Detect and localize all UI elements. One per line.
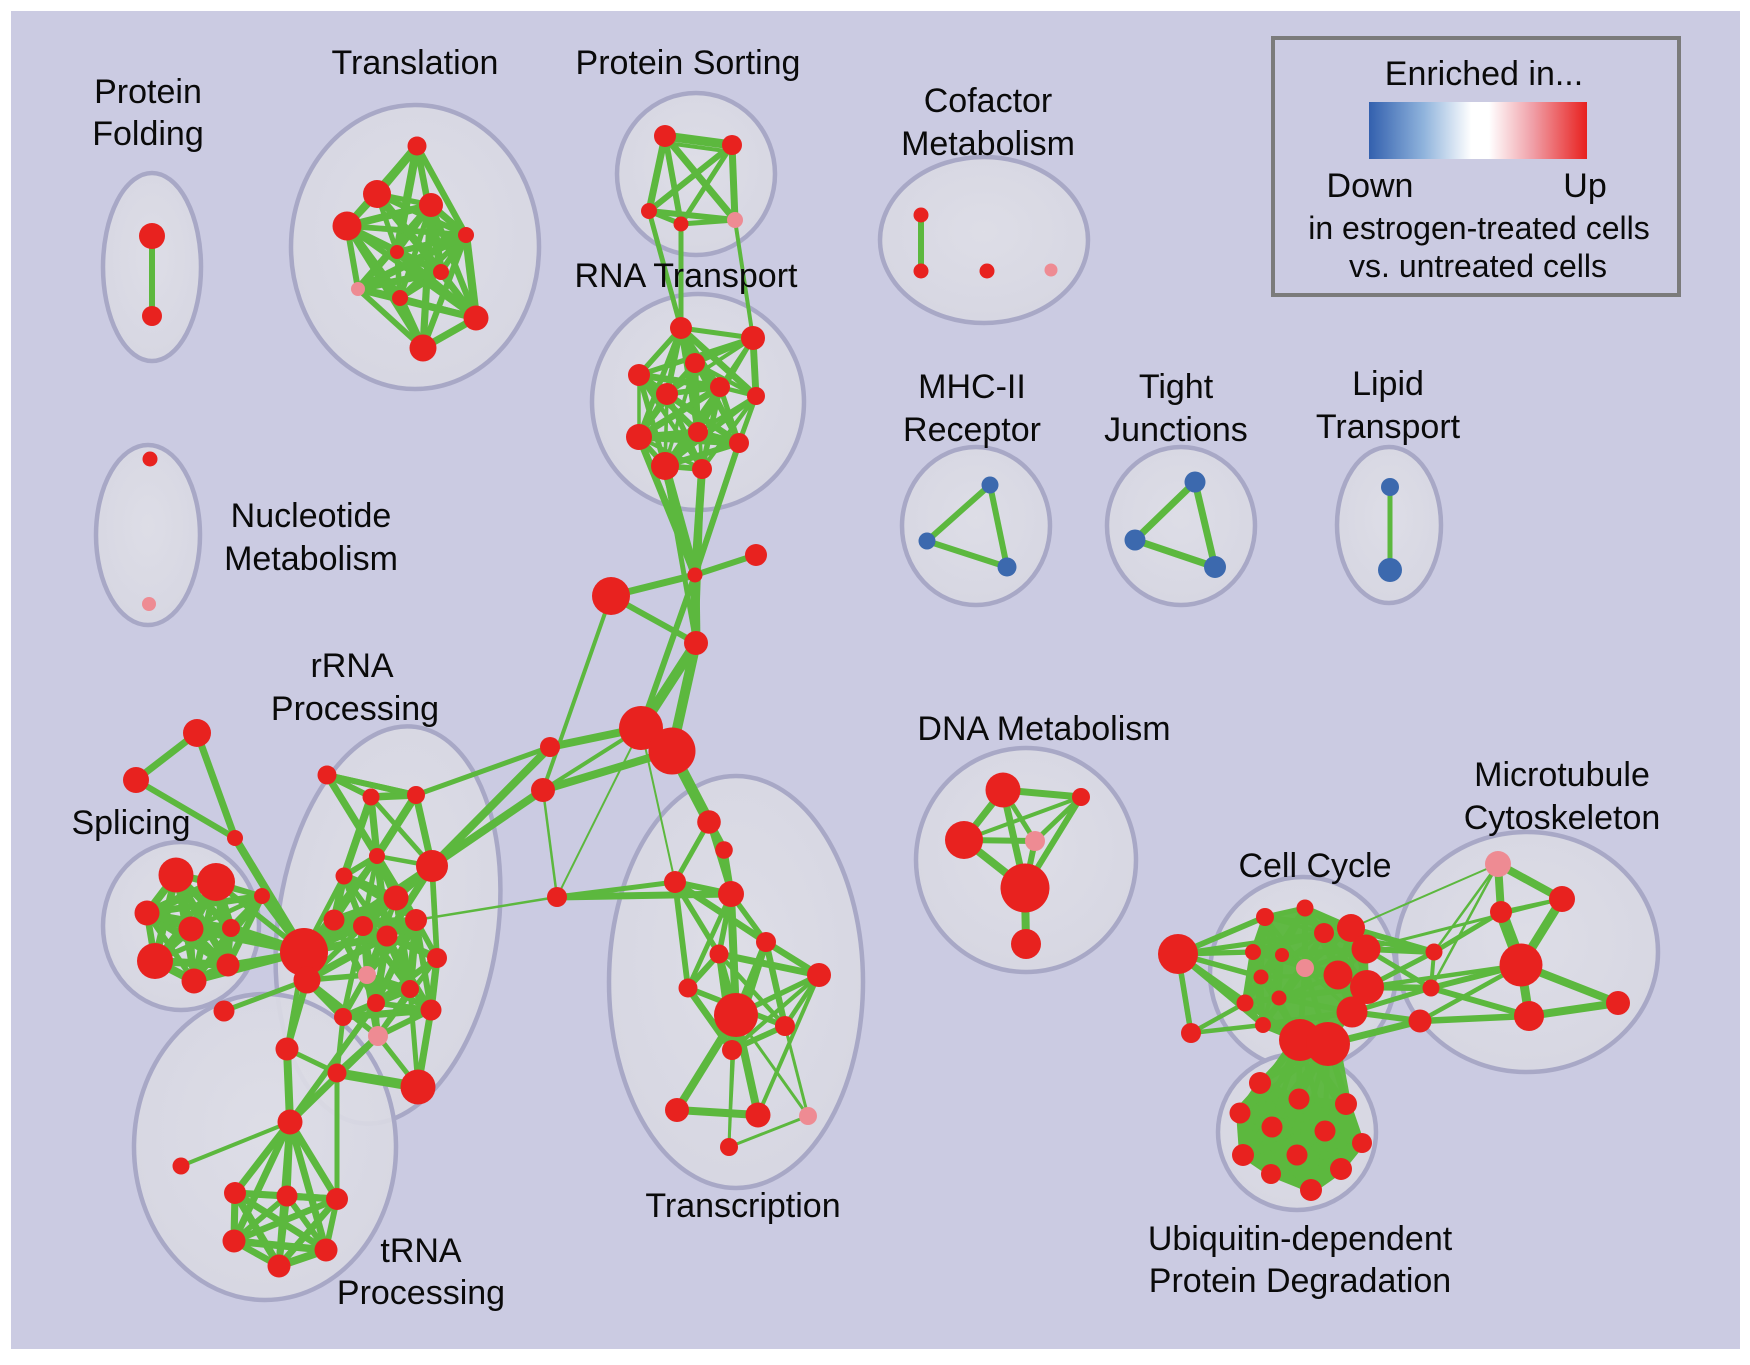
svg-text:Translation: Translation <box>332 44 499 82</box>
svg-text:Transcription: Transcription <box>645 1187 840 1225</box>
svg-text:rRNA: rRNA <box>310 647 393 685</box>
svg-text:Junctions: Junctions <box>1104 411 1248 449</box>
svg-text:in estrogen-treated cells: in estrogen-treated cells <box>1308 210 1650 246</box>
svg-text:Metabolism: Metabolism <box>224 540 398 578</box>
svg-text:Transport: Transport <box>1316 408 1461 446</box>
svg-text:Tight: Tight <box>1139 368 1214 406</box>
svg-text:Protein Degradation: Protein Degradation <box>1149 1262 1451 1300</box>
svg-text:Lipid: Lipid <box>1352 365 1424 403</box>
svg-text:Protein: Protein <box>94 73 202 111</box>
svg-text:RNA Transport: RNA Transport <box>575 257 799 295</box>
svg-text:Nucleotide: Nucleotide <box>231 497 392 535</box>
svg-text:vs. untreated cells: vs. untreated cells <box>1349 248 1607 284</box>
svg-text:Receptor: Receptor <box>903 411 1041 449</box>
svg-text:Cell Cycle: Cell Cycle <box>1238 847 1391 885</box>
svg-text:Cofactor: Cofactor <box>924 82 1053 120</box>
svg-text:Processing: Processing <box>337 1274 505 1312</box>
svg-text:Ubiquitin-dependent: Ubiquitin-dependent <box>1148 1220 1453 1258</box>
svg-text:Protein Sorting: Protein Sorting <box>576 44 801 82</box>
svg-text:Metabolism: Metabolism <box>901 125 1075 163</box>
svg-text:DNA Metabolism: DNA Metabolism <box>917 710 1170 748</box>
svg-text:MHC-II: MHC-II <box>918 368 1026 406</box>
svg-text:Up: Up <box>1563 167 1606 205</box>
svg-text:Cytoskeleton: Cytoskeleton <box>1464 799 1661 837</box>
svg-text:Down: Down <box>1327 167 1414 205</box>
svg-text:Splicing: Splicing <box>71 804 190 842</box>
svg-text:Folding: Folding <box>92 115 204 153</box>
svg-text:Microtubule: Microtubule <box>1474 756 1650 794</box>
svg-text:Processing: Processing <box>271 690 439 728</box>
svg-text:tRNA: tRNA <box>380 1232 462 1270</box>
svg-text:Enriched in...: Enriched in... <box>1385 55 1583 93</box>
